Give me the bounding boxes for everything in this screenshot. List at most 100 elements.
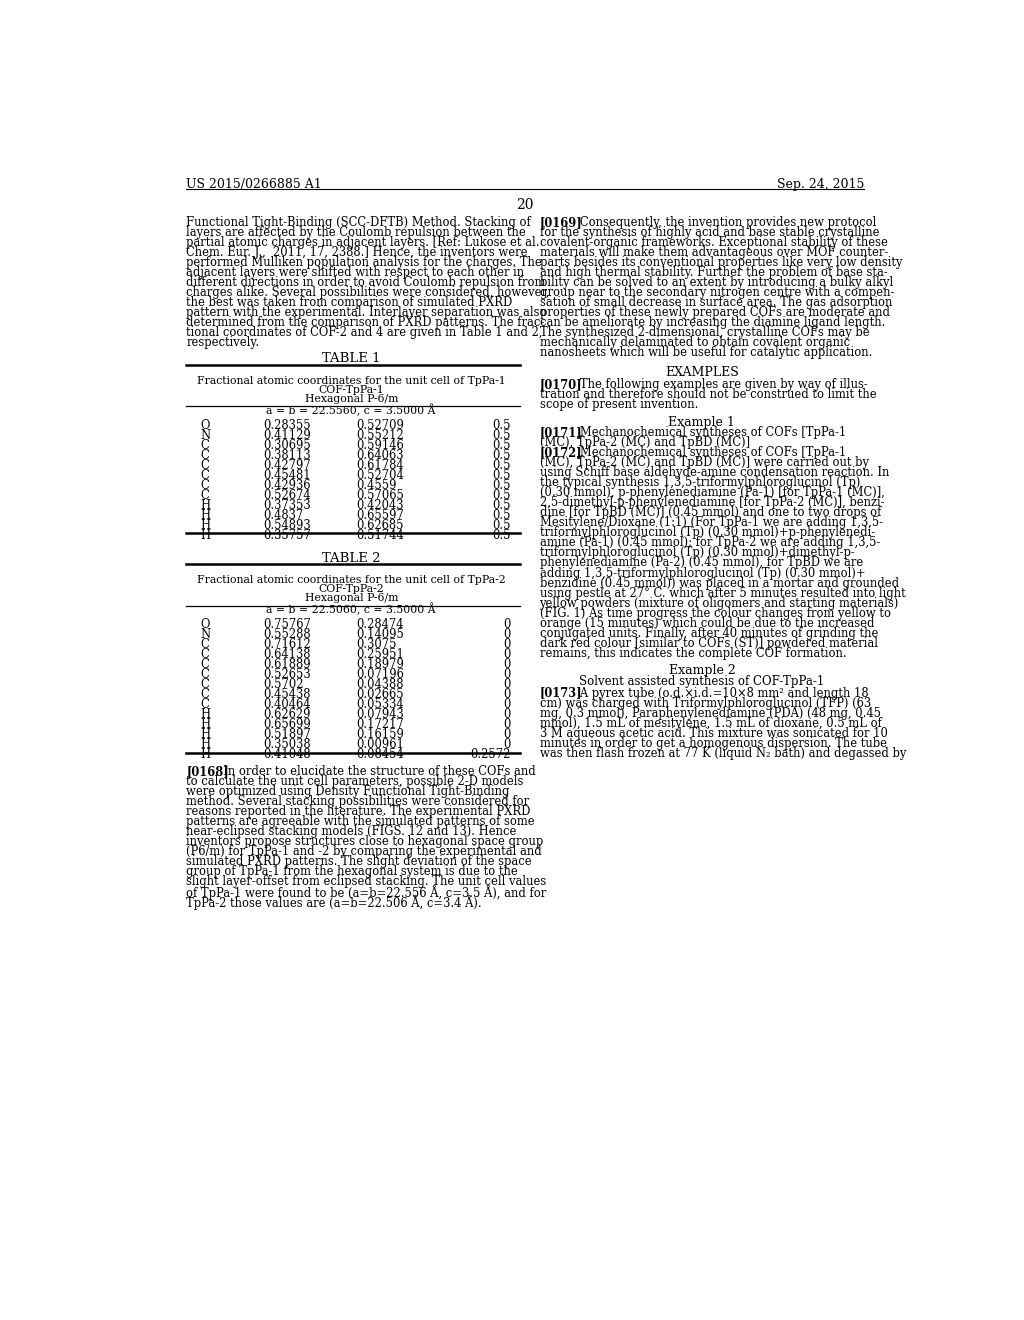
Text: 0.05334: 0.05334 xyxy=(356,698,404,711)
Text: A pyrex tube (o.d.×i.d.=10×8 mm² and length 18: A pyrex tube (o.d.×i.d.=10×8 mm² and len… xyxy=(569,686,868,700)
Text: Functional Tight-Binding (SCC-DFTB) Method. Stacking of: Functional Tight-Binding (SCC-DFTB) Meth… xyxy=(186,216,530,230)
Text: C: C xyxy=(200,638,209,651)
Text: C: C xyxy=(200,469,209,482)
Text: 0.61784: 0.61784 xyxy=(356,459,404,471)
Text: 0.59146: 0.59146 xyxy=(356,438,404,451)
Text: 0.5: 0.5 xyxy=(493,488,511,502)
Text: 0.37353: 0.37353 xyxy=(263,499,311,512)
Text: method. Several stacking possibilities were considered for: method. Several stacking possibilities w… xyxy=(186,795,529,808)
Text: pattern with the experimental. Interlayer separation was also: pattern with the experimental. Interlaye… xyxy=(186,306,547,319)
Text: mechanically delaminated to obtain covalent organic: mechanically delaminated to obtain coval… xyxy=(540,337,850,350)
Text: 0.62685: 0.62685 xyxy=(356,519,404,532)
Text: nanosheets which will be useful for catalytic application.: nanosheets which will be useful for cata… xyxy=(540,346,871,359)
Text: 0.41129: 0.41129 xyxy=(263,429,311,442)
Text: near-eclipsed stacking models (FIGS. 12 and 13). Hence: near-eclipsed stacking models (FIGS. 12 … xyxy=(186,825,516,838)
Text: layers are affected by the Coulomb repulsion between the: layers are affected by the Coulomb repul… xyxy=(186,226,526,239)
Text: 0: 0 xyxy=(504,708,511,721)
Text: dine [for TpBD (MC)] (0.45 mmol) and one to two drops of: dine [for TpBD (MC)] (0.45 mmol) and one… xyxy=(540,507,881,520)
Text: TpPa-2 those values are (a=b=22.506 Å, c=3.4 Å).: TpPa-2 those values are (a=b=22.506 Å, c… xyxy=(186,895,481,911)
Text: 3 M aqueous acetic acid. This mixture was sonicated for 10: 3 M aqueous acetic acid. This mixture wa… xyxy=(540,726,888,739)
Text: Fractional atomic coordinates for the unit cell of TpPa-1: Fractional atomic coordinates for the un… xyxy=(197,376,506,385)
Text: Example 2: Example 2 xyxy=(669,664,735,677)
Text: 0.35757: 0.35757 xyxy=(263,529,311,541)
Text: bility can be solved to an extent by introducing a bulky alkyl: bility can be solved to an extent by int… xyxy=(540,276,893,289)
Text: slight layer-offset from eclipsed stacking. The unit cell values: slight layer-offset from eclipsed stacki… xyxy=(186,875,547,888)
Text: different directions in order to avoid Coulomb repulsion from: different directions in order to avoid C… xyxy=(186,276,546,289)
Text: minutes in order to get a homogenous dispersion. The tube: minutes in order to get a homogenous dis… xyxy=(540,737,887,750)
Text: 0.75767: 0.75767 xyxy=(263,618,311,631)
Text: adding 1,3,5-triformylphloroglucinol (Tp) (0.30 mmol)+: adding 1,3,5-triformylphloroglucinol (Tp… xyxy=(540,566,865,579)
Text: 0.51897: 0.51897 xyxy=(263,729,311,742)
Text: [0171]: [0171] xyxy=(540,426,583,440)
Text: [0169]: [0169] xyxy=(540,216,583,230)
Text: N: N xyxy=(200,429,210,442)
Text: (FIG. 1) As time progress the colour changes from yellow to: (FIG. 1) As time progress the colour cha… xyxy=(540,607,891,619)
Text: scope of present invention.: scope of present invention. xyxy=(540,397,698,411)
Text: 0: 0 xyxy=(504,618,511,631)
Text: materials will make them advantageous over MOF counter-: materials will make them advantageous ov… xyxy=(540,246,888,259)
Text: simulated PXRD patterns. The slight deviation of the space: simulated PXRD patterns. The slight devi… xyxy=(186,855,531,869)
Text: 0.2572: 0.2572 xyxy=(470,748,511,762)
Text: 0.4837: 0.4837 xyxy=(263,508,304,521)
Text: patterns are agreeable with the simulated patterns of some: patterns are agreeable with the simulate… xyxy=(186,816,535,828)
Text: were optimized using Density Functional Tight-Binding: were optimized using Density Functional … xyxy=(186,785,510,799)
Text: remains, this indicates the complete COF formation.: remains, this indicates the complete COF… xyxy=(540,647,846,660)
Text: and high thermal stability. Further the problem of base sta-: and high thermal stability. Further the … xyxy=(540,267,887,280)
Text: 0.45438: 0.45438 xyxy=(263,688,311,701)
Text: charges alike. Several possibilities were considered, however,: charges alike. Several possibilities wer… xyxy=(186,286,550,300)
Text: 0.14095: 0.14095 xyxy=(356,628,404,642)
Text: 0.02665: 0.02665 xyxy=(356,688,404,701)
Text: a = b = 22.5060, c = 3.5000 Å: a = b = 22.5060, c = 3.5000 Å xyxy=(266,603,436,615)
Text: EXAMPLES: EXAMPLES xyxy=(665,366,738,379)
Text: conjugated units. Finally, after 40 minutes of grinding the: conjugated units. Finally, after 40 minu… xyxy=(540,627,878,640)
Text: determined from the comparison of PXRD patterns. The frac-: determined from the comparison of PXRD p… xyxy=(186,317,545,329)
Text: H: H xyxy=(200,529,210,541)
Text: H: H xyxy=(200,718,210,731)
Text: mg, 0.3 mmol), Paraphenylenediamine (PDA) (48 mg, 0.45: mg, 0.3 mmol), Paraphenylenediamine (PDA… xyxy=(540,706,881,719)
Text: dark red colour [similar to COFs (ST)] powdered material: dark red colour [similar to COFs (ST)] p… xyxy=(540,636,878,649)
Text: of TpPa-1 were found to be (a=b=22.556 Å, c=3.5 Å), and for: of TpPa-1 were found to be (a=b=22.556 Å… xyxy=(186,886,547,900)
Text: yellow powders (mixture of oligomers and starting materials): yellow powders (mixture of oligomers and… xyxy=(540,597,899,610)
Text: tration and therefore should not be construed to limit the: tration and therefore should not be cons… xyxy=(540,388,877,401)
Text: C: C xyxy=(200,449,209,462)
Text: 0.52653: 0.52653 xyxy=(263,668,311,681)
Text: 0.52709: 0.52709 xyxy=(356,418,404,432)
Text: The synthesized 2-dimensional, crystalline COFs may be: The synthesized 2-dimensional, crystalli… xyxy=(540,326,869,339)
Text: a = b = 22.5560, c = 3.5000 Å: a = b = 22.5560, c = 3.5000 Å xyxy=(266,404,436,416)
Text: 0.28355: 0.28355 xyxy=(263,418,311,432)
Text: H: H xyxy=(200,499,210,512)
Text: Hexagonal P-6/m: Hexagonal P-6/m xyxy=(304,395,398,404)
Text: phenylenediamine (Pa-2) (0.45 mmol), for TpBD we are: phenylenediamine (Pa-2) (0.45 mmol), for… xyxy=(540,557,863,569)
Text: 0: 0 xyxy=(504,628,511,642)
Text: using Schiff base aldehyde-amine condensation reaction. In: using Schiff base aldehyde-amine condens… xyxy=(540,466,889,479)
Text: (P6/m) for TpPa-1 and -2 by comparing the experimental and: (P6/m) for TpPa-1 and -2 by comparing th… xyxy=(186,845,542,858)
Text: 0.04388: 0.04388 xyxy=(356,678,404,692)
Text: O: O xyxy=(200,618,210,631)
Text: performed Mulliken population analysis for the charges. The: performed Mulliken population analysis f… xyxy=(186,256,542,269)
Text: C: C xyxy=(200,678,209,692)
Text: 0.5: 0.5 xyxy=(493,519,511,532)
Text: tional coordinates of COF-2 and 4 are given in Table 1 and 2,: tional coordinates of COF-2 and 4 are gi… xyxy=(186,326,543,339)
Text: 0.08454: 0.08454 xyxy=(356,748,404,762)
Text: 0.57065: 0.57065 xyxy=(356,488,404,502)
Text: H: H xyxy=(200,519,210,532)
Text: reasons reported in the literature. The experimental PXRD: reasons reported in the literature. The … xyxy=(186,805,530,818)
Text: 0.18979: 0.18979 xyxy=(356,659,404,671)
Text: for the synthesis of highly acid and base stable crystalline: for the synthesis of highly acid and bas… xyxy=(540,226,879,239)
Text: 0.5: 0.5 xyxy=(493,438,511,451)
Text: 0: 0 xyxy=(504,668,511,681)
Text: 0.51744: 0.51744 xyxy=(356,529,404,541)
Text: adjacent layers were shifted with respect to each other in: adjacent layers were shifted with respec… xyxy=(186,267,524,280)
Text: 0.5702: 0.5702 xyxy=(263,678,304,692)
Text: Sep. 24, 2015: Sep. 24, 2015 xyxy=(777,178,864,190)
Text: 0.42797: 0.42797 xyxy=(263,459,311,471)
Text: (MC), TpPa-2 (MC) and TpBD (MC)] were carried out by: (MC), TpPa-2 (MC) and TpBD (MC)] were ca… xyxy=(540,457,868,470)
Text: 0.41048: 0.41048 xyxy=(263,748,311,762)
Text: 0.55212: 0.55212 xyxy=(356,429,404,442)
Text: 0: 0 xyxy=(504,698,511,711)
Text: 20: 20 xyxy=(516,198,534,213)
Text: [0170]: [0170] xyxy=(540,378,583,391)
Text: parts besides its conventional properties like very low density: parts besides its conventional propertie… xyxy=(540,256,902,269)
Text: 0: 0 xyxy=(504,718,511,731)
Text: COF-TpPa-2: COF-TpPa-2 xyxy=(318,585,384,594)
